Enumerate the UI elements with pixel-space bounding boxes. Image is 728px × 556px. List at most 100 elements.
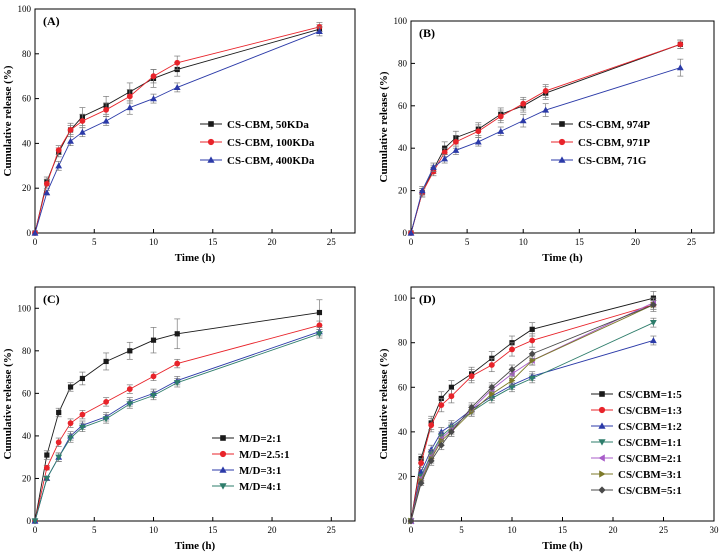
panel-label: (C) (43, 292, 60, 306)
legend: CS-CBM, 50KDa CS-CBM, 100KDa CS-CBM, 400KD… (200, 119, 315, 167)
legend-marker (598, 406, 606, 414)
legend-label: M/D=2.5:1 (239, 449, 290, 461)
legend-marker (558, 138, 566, 146)
series-line (410, 304, 654, 522)
series-7 (407, 300, 657, 525)
x-tick-label: 5 (92, 237, 97, 247)
x-tick-label: 25 (327, 525, 337, 535)
panel-label: (A) (43, 14, 60, 28)
data-point (418, 460, 424, 466)
legend-marker (558, 156, 566, 163)
data-point (103, 358, 109, 365)
legend-label: CS/CBM=1:3 (618, 405, 682, 417)
x-tick-label: 20 (631, 237, 641, 247)
data-point (316, 322, 323, 329)
data-point (67, 137, 74, 144)
y-tick-label: 100 (18, 303, 32, 313)
x-tick-label: 25 (687, 237, 697, 247)
y-tick-label: 100 (394, 293, 408, 303)
x-tick-label: 5 (459, 525, 464, 535)
series-line (34, 26, 320, 234)
data-point (448, 428, 455, 436)
series-line (410, 67, 681, 234)
x-tick-label: 0 (33, 237, 38, 247)
data-point (448, 393, 455, 400)
legend: CS/CBM=1:5 CS/CBM=1:3 CS/CBM=1:2 CS/CBM=1:1… (591, 389, 682, 497)
data-point (677, 41, 684, 48)
data-point (79, 411, 86, 418)
data-point (407, 517, 415, 525)
data-point (519, 117, 527, 124)
data-point (452, 146, 460, 153)
data-point (528, 350, 536, 358)
chart-panel-3: 0 5 10 15 20 25 0 20 40 60 80 100 Time (h) Cumulative… (2, 286, 356, 552)
y-tick-label: 80 (398, 338, 408, 348)
legend-marker (219, 450, 227, 458)
y-tick-label: 0 (27, 516, 32, 526)
data-point (441, 149, 448, 156)
data-point (127, 348, 133, 354)
legend-marker (207, 156, 215, 163)
legend-label: CS/CBM=2:1 (618, 453, 682, 465)
data-point (417, 479, 425, 487)
data-point (508, 366, 516, 373)
series-4 (31, 329, 323, 525)
legend-label: CS-CBM, 100KDa (227, 137, 315, 149)
x-tick-label: 5 (465, 237, 470, 247)
data-point (43, 475, 51, 482)
x-tick-label: 5 (92, 525, 97, 535)
data-point (418, 187, 426, 194)
series-1 (32, 299, 323, 524)
data-point (488, 362, 495, 368)
legend-marker (219, 483, 227, 490)
data-point (174, 360, 181, 367)
legend-marker (599, 470, 606, 478)
data-point (43, 189, 51, 196)
data-point (316, 28, 323, 34)
data-point (43, 464, 50, 471)
data-point (150, 337, 157, 343)
data-point (528, 375, 536, 382)
data-point (55, 162, 63, 169)
series-2 (32, 320, 323, 524)
x-tick-label: 30 (710, 525, 720, 535)
data-point (173, 84, 181, 90)
x-axis-title: Time (h) (542, 252, 583, 264)
data-point (529, 337, 536, 344)
data-point (150, 392, 157, 399)
y-tick-label: 40 (398, 143, 408, 153)
data-point (79, 128, 86, 135)
legend-label: CS/CBM=1:1 (618, 437, 682, 449)
data-point (407, 229, 415, 236)
legend-marker (599, 391, 605, 397)
data-point (676, 64, 684, 71)
series-line (34, 312, 320, 522)
chart-panel-2: 0 5 10 15 20 25 0 20 40 60 80 100 Time (h) Cumulative… (378, 16, 715, 264)
y-tick-label: 20 (398, 186, 408, 196)
x-axis-title: Time (h) (175, 540, 216, 552)
data-point (474, 138, 482, 145)
series-line (410, 43, 681, 234)
legend-label: CS/CBM=5:1 (618, 485, 682, 497)
data-point (126, 401, 134, 408)
data-point (508, 384, 516, 391)
data-point (79, 375, 86, 382)
legend-label: CS-CBM, 71G (578, 155, 647, 167)
plot-frame (34, 8, 356, 234)
data-point (475, 128, 482, 135)
y-tick-label: 80 (398, 58, 408, 68)
legend-marker (598, 486, 606, 494)
legend: M/D=2:1 M/D=2.5:1 M/D=3:1 M/D=4:1 (212, 433, 290, 493)
x-tick-label: 0 (409, 237, 414, 247)
y-tick-label: 20 (398, 471, 408, 481)
y-tick-label: 20 (22, 183, 32, 193)
y-tick-label: 0 (27, 228, 32, 238)
x-tick-label: 15 (208, 525, 218, 535)
series-3 (31, 26, 323, 236)
series-line (410, 297, 654, 522)
y-tick-label: 80 (22, 49, 32, 59)
data-point (437, 428, 445, 435)
series-line (410, 304, 654, 522)
data-point (31, 518, 39, 525)
series-line (34, 30, 320, 234)
